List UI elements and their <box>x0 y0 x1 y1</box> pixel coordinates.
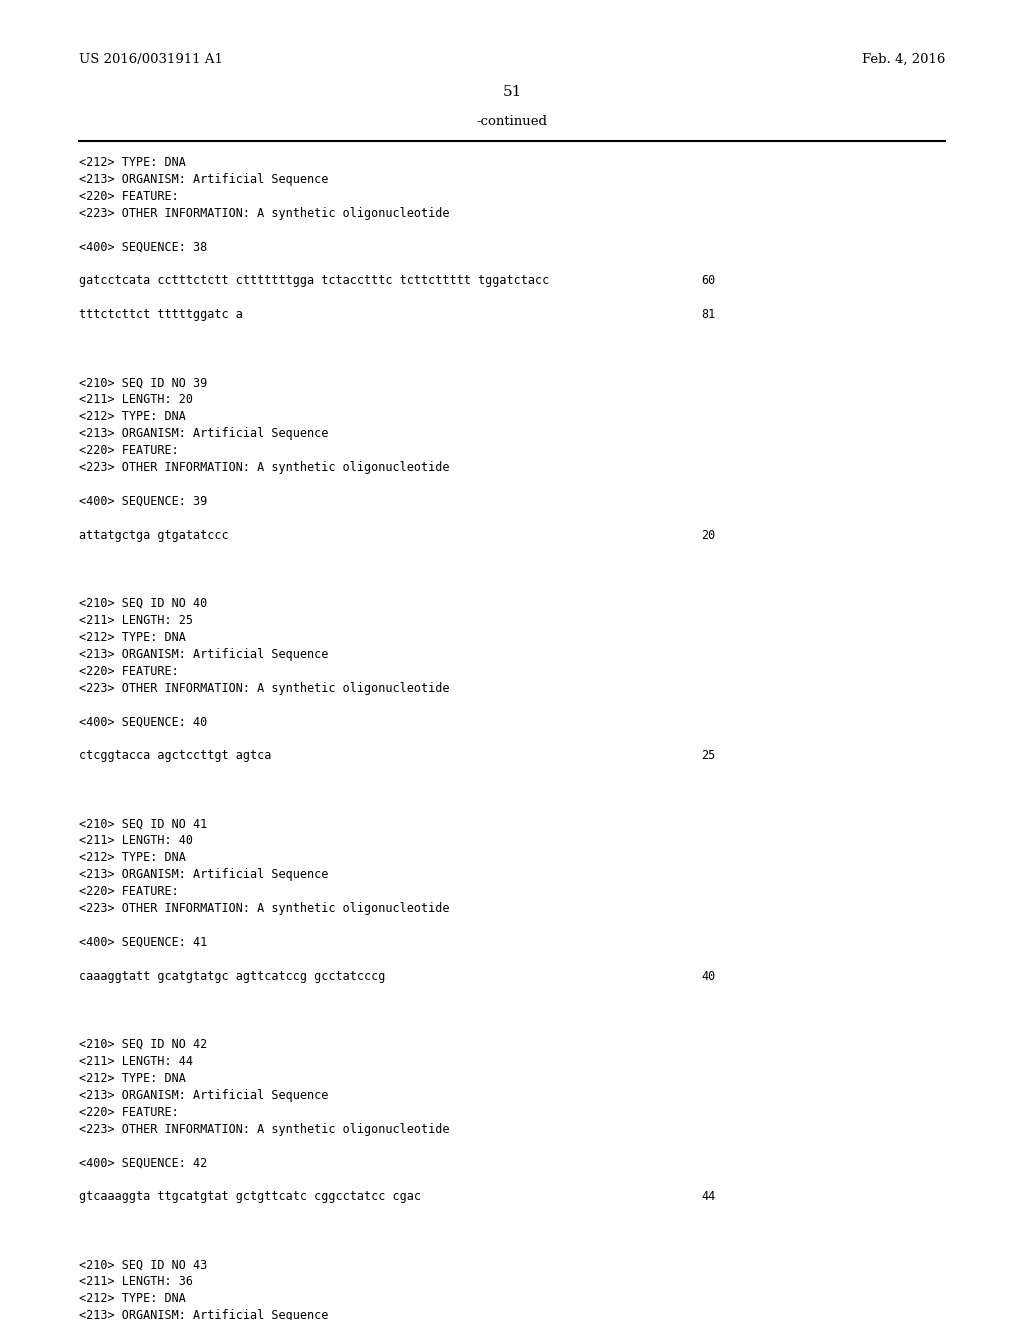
Text: <211> LENGTH: 25: <211> LENGTH: 25 <box>79 614 193 627</box>
Text: <400> SEQUENCE: 39: <400> SEQUENCE: 39 <box>79 495 207 508</box>
Text: <212> TYPE: DNA: <212> TYPE: DNA <box>79 631 185 644</box>
Text: <213> ORGANISM: Artificial Sequence: <213> ORGANISM: Artificial Sequence <box>79 1309 329 1320</box>
Text: <213> ORGANISM: Artificial Sequence: <213> ORGANISM: Artificial Sequence <box>79 648 329 660</box>
Text: <223> OTHER INFORMATION: A synthetic oligonucleotide: <223> OTHER INFORMATION: A synthetic oli… <box>79 681 450 694</box>
Text: <210> SEQ ID NO 39: <210> SEQ ID NO 39 <box>79 376 207 389</box>
Text: -continued: -continued <box>476 115 548 128</box>
Text: <210> SEQ ID NO 40: <210> SEQ ID NO 40 <box>79 597 207 610</box>
Text: 40: 40 <box>701 970 716 983</box>
Text: gtcaaaggta ttgcatgtat gctgttcatc cggcctatcc cgac: gtcaaaggta ttgcatgtat gctgttcatc cggccta… <box>79 1191 421 1204</box>
Text: <223> OTHER INFORMATION: A synthetic oligonucleotide: <223> OTHER INFORMATION: A synthetic oli… <box>79 207 450 219</box>
Text: <400> SEQUENCE: 38: <400> SEQUENCE: 38 <box>79 240 207 253</box>
Text: <212> TYPE: DNA: <212> TYPE: DNA <box>79 156 185 169</box>
Text: tttctcttct tttttggatc a: tttctcttct tttttggatc a <box>79 309 243 321</box>
Text: 51: 51 <box>503 86 521 99</box>
Text: <210> SEQ ID NO 41: <210> SEQ ID NO 41 <box>79 817 207 830</box>
Text: <220> FEATURE:: <220> FEATURE: <box>79 886 178 898</box>
Text: <400> SEQUENCE: 40: <400> SEQUENCE: 40 <box>79 715 207 729</box>
Text: <223> OTHER INFORMATION: A synthetic oligonucleotide: <223> OTHER INFORMATION: A synthetic oli… <box>79 461 450 474</box>
Text: <211> LENGTH: 20: <211> LENGTH: 20 <box>79 393 193 407</box>
Text: ctcggtacca agctccttgt agtca: ctcggtacca agctccttgt agtca <box>79 750 271 763</box>
Text: attatgctga gtgatatccc: attatgctga gtgatatccc <box>79 529 228 543</box>
Text: <220> FEATURE:: <220> FEATURE: <box>79 444 178 457</box>
Text: <212> TYPE: DNA: <212> TYPE: DNA <box>79 1072 185 1085</box>
Text: <400> SEQUENCE: 42: <400> SEQUENCE: 42 <box>79 1156 207 1170</box>
Text: <223> OTHER INFORMATION: A synthetic oligonucleotide: <223> OTHER INFORMATION: A synthetic oli… <box>79 902 450 915</box>
Text: 60: 60 <box>701 275 716 288</box>
Text: <212> TYPE: DNA: <212> TYPE: DNA <box>79 1292 185 1305</box>
Text: Feb. 4, 2016: Feb. 4, 2016 <box>862 53 945 66</box>
Text: <210> SEQ ID NO 43: <210> SEQ ID NO 43 <box>79 1258 207 1271</box>
Text: <212> TYPE: DNA: <212> TYPE: DNA <box>79 411 185 424</box>
Text: <213> ORGANISM: Artificial Sequence: <213> ORGANISM: Artificial Sequence <box>79 173 329 186</box>
Text: <220> FEATURE:: <220> FEATURE: <box>79 190 178 203</box>
Text: 81: 81 <box>701 309 716 321</box>
Text: <400> SEQUENCE: 41: <400> SEQUENCE: 41 <box>79 936 207 949</box>
Text: gatcctcata cctttctctt ctttttttgga tctacctttc tcttcttttt tggatctacc: gatcctcata cctttctctt ctttttttgga tctacc… <box>79 275 549 288</box>
Text: 25: 25 <box>701 750 716 763</box>
Text: <212> TYPE: DNA: <212> TYPE: DNA <box>79 851 185 865</box>
Text: <213> ORGANISM: Artificial Sequence: <213> ORGANISM: Artificial Sequence <box>79 1089 329 1102</box>
Text: <210> SEQ ID NO 42: <210> SEQ ID NO 42 <box>79 1038 207 1051</box>
Text: <213> ORGANISM: Artificial Sequence: <213> ORGANISM: Artificial Sequence <box>79 869 329 882</box>
Text: <223> OTHER INFORMATION: A synthetic oligonucleotide: <223> OTHER INFORMATION: A synthetic oli… <box>79 1122 450 1135</box>
Text: <211> LENGTH: 44: <211> LENGTH: 44 <box>79 1055 193 1068</box>
Text: 20: 20 <box>701 529 716 543</box>
Text: <220> FEATURE:: <220> FEATURE: <box>79 1106 178 1118</box>
Text: <211> LENGTH: 40: <211> LENGTH: 40 <box>79 834 193 847</box>
Text: <213> ORGANISM: Artificial Sequence: <213> ORGANISM: Artificial Sequence <box>79 428 329 440</box>
Text: caaaggtatt gcatgtatgc agttcatccg gcctatcccg: caaaggtatt gcatgtatgc agttcatccg gcctatc… <box>79 970 385 983</box>
Text: <220> FEATURE:: <220> FEATURE: <box>79 665 178 677</box>
Text: US 2016/0031911 A1: US 2016/0031911 A1 <box>79 53 223 66</box>
Text: <211> LENGTH: 36: <211> LENGTH: 36 <box>79 1275 193 1288</box>
Text: 44: 44 <box>701 1191 716 1204</box>
